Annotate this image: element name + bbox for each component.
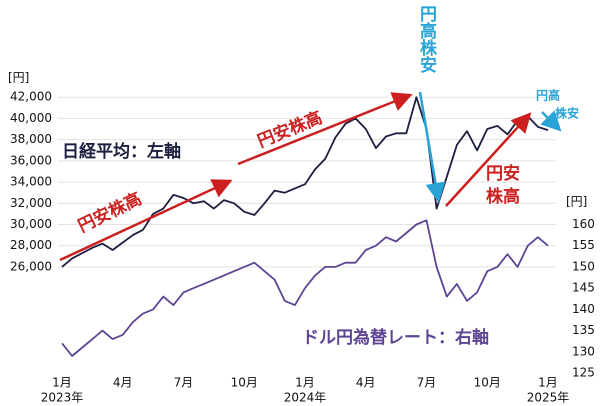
x-tick-label: 10月: [231, 376, 258, 390]
x-tick-label: 4月: [113, 376, 133, 390]
y2-unit: [円]: [566, 195, 587, 209]
annotation: 円高: [536, 88, 560, 103]
annotation: 株高: [486, 186, 520, 207]
y-tick-label: 26,000: [10, 259, 52, 273]
plot-area: 26,000 28,000 30,000 32,000 34,000 36,000 38,0…: [10, 90, 595, 405]
x-tick-label: 7月: [174, 376, 194, 390]
arrow: [445, 112, 532, 207]
y-tick-label: 34,000: [10, 175, 52, 189]
annotation: 株安: [555, 106, 579, 121]
series-line: [61, 96, 549, 268]
y-tick-label: 42,000: [10, 90, 52, 104]
y-unit: [円]: [8, 71, 29, 85]
arrow: [540, 110, 562, 132]
x-tick-label: 1月: [538, 376, 558, 390]
y-tick-label: 28,000: [10, 238, 52, 252]
x-year-label: 2023年: [41, 391, 84, 405]
y2-tick-label: 125: [572, 366, 595, 380]
arrow: [418, 91, 446, 203]
x-tick-label: 10月: [474, 376, 501, 390]
annotation: 円安: [486, 163, 520, 184]
y2-tick-label: 145: [572, 281, 595, 295]
x-tick-label: 7月: [417, 376, 437, 390]
y2-tick-label: 130: [572, 344, 595, 358]
y2-tick-label: 160: [572, 217, 595, 231]
arrow: [237, 92, 413, 166]
series-line: [61, 219, 549, 357]
x-tick-label: 4月: [356, 376, 376, 390]
annotation: 円高株安: [416, 5, 437, 74]
annotation: 円安株高: [254, 107, 325, 152]
y-tick-label: 38,000: [10, 132, 52, 146]
x-year-label: 2024年: [284, 391, 327, 405]
y-tick-label: 32,000: [10, 196, 52, 210]
y2-tick-label: 150: [572, 259, 595, 273]
y2-tick-label: 140: [572, 302, 595, 316]
annotation: 円安株高: [75, 188, 145, 237]
y-tick-label: 40,000: [10, 111, 52, 125]
legend-label: ドル円為替レート：右軸: [302, 327, 489, 348]
x-tick-label: 1月: [295, 376, 315, 390]
y2-tick-label: 135: [572, 323, 595, 337]
y2-tick-label: 155: [572, 238, 595, 252]
y-tick-label: 36,000: [10, 153, 52, 167]
arrow: [59, 179, 233, 262]
x-tick-label: 1月: [52, 376, 72, 390]
legend-label: 日経平均：左軸: [62, 141, 181, 162]
x-year-label: 2025年: [527, 391, 570, 405]
y-tick-label: 30,000: [10, 217, 52, 231]
